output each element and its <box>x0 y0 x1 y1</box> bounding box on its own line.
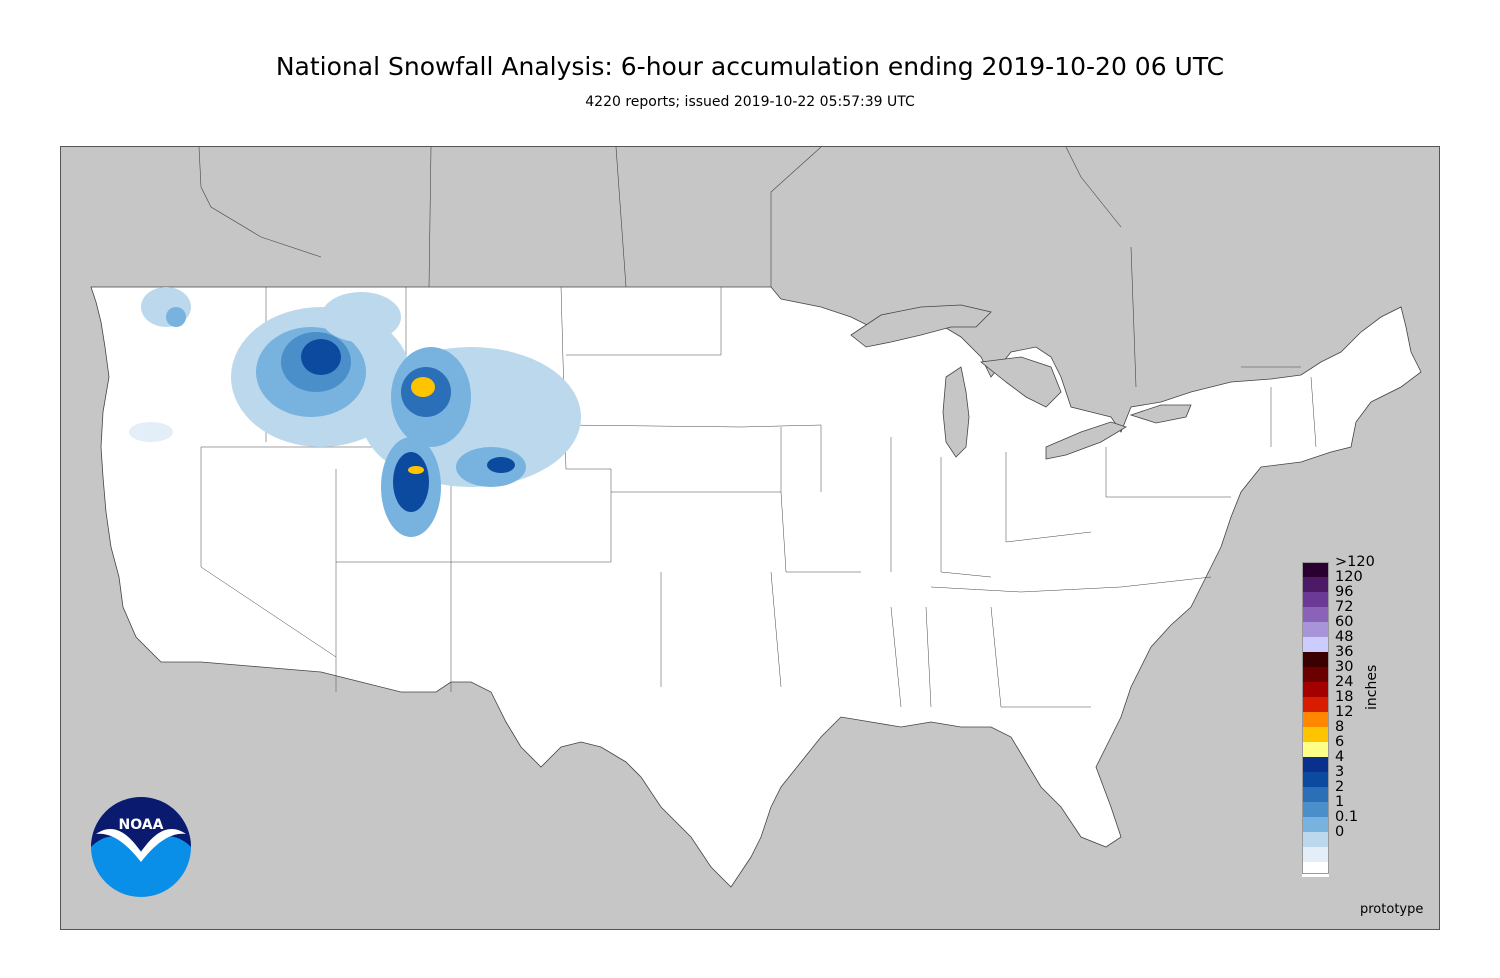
legend-swatch <box>1302 652 1329 667</box>
legend-swatch <box>1302 787 1329 802</box>
legend-swatch <box>1302 742 1329 757</box>
legend-swatch <box>1302 817 1329 832</box>
noaa-logo: NOAA <box>90 796 192 898</box>
legend-label: 6 <box>1335 734 1345 750</box>
legend-label: >120 <box>1335 554 1375 570</box>
legend: >120 120 96 72 60 48 36 30 24 18 12 8 6 4 3 2 1 0.1 0 <box>1302 554 1422 877</box>
lake-ontario <box>1129 404 1192 424</box>
legend-swatch <box>1302 607 1329 622</box>
legend-label: 72 <box>1335 599 1354 615</box>
legend-label: 12 <box>1335 704 1354 720</box>
conus-map <box>90 147 1422 888</box>
legend-label: 120 <box>1335 569 1363 585</box>
map-panel <box>60 146 1440 930</box>
legend-swatch <box>1302 592 1329 607</box>
snowfall-shading <box>129 287 581 537</box>
legend-swatch <box>1302 772 1329 787</box>
legend-label: 2 <box>1335 779 1345 795</box>
legend-swatch <box>1302 757 1329 772</box>
legend-label: 0.1 <box>1335 809 1359 825</box>
legend-swatch <box>1302 682 1329 697</box>
legend-label: 18 <box>1335 689 1354 705</box>
border-lines <box>198 147 1137 388</box>
lake-superior <box>850 304 992 348</box>
legend-swatch <box>1302 832 1329 847</box>
legend-swatch <box>1302 562 1329 577</box>
legend-label: 4 <box>1335 749 1345 765</box>
lake-huron <box>980 356 1062 408</box>
legend-label: 8 <box>1335 719 1345 735</box>
legend-label: 1 <box>1335 794 1345 810</box>
legend-swatch <box>1302 667 1329 682</box>
legend-label: 36 <box>1335 644 1354 660</box>
lake-michigan <box>942 366 970 458</box>
legend-label: 30 <box>1335 659 1354 675</box>
lake-erie <box>1045 421 1127 460</box>
legend-swatch <box>1302 712 1329 727</box>
legend-label: 3 <box>1335 764 1345 780</box>
legend-label: 96 <box>1335 584 1354 600</box>
map-title: National Snowfall Analysis: 6-hour accum… <box>275 52 1225 81</box>
legend-swatch <box>1302 727 1329 742</box>
legend-swatch <box>1302 697 1329 712</box>
prototype-label: prototype <box>1360 902 1424 917</box>
legend-label: 48 <box>1335 629 1354 645</box>
legend-swatch <box>1302 847 1329 862</box>
legend-units-label: inches <box>1364 664 1380 710</box>
legend-swatch <box>1302 637 1329 652</box>
legend-swatch <box>1302 802 1329 817</box>
legend-swatch <box>1302 577 1329 592</box>
noaa-logo-text: NOAA <box>119 817 164 833</box>
legend-label: 24 <box>1335 674 1354 690</box>
map-subtitle: 4220 reports; issued 2019-10-22 05:57:39… <box>585 94 915 110</box>
legend-label: 60 <box>1335 614 1354 630</box>
legend-label: 0 <box>1335 824 1345 840</box>
legend-swatch <box>1302 622 1329 637</box>
legend-swatch <box>1302 862 1329 877</box>
